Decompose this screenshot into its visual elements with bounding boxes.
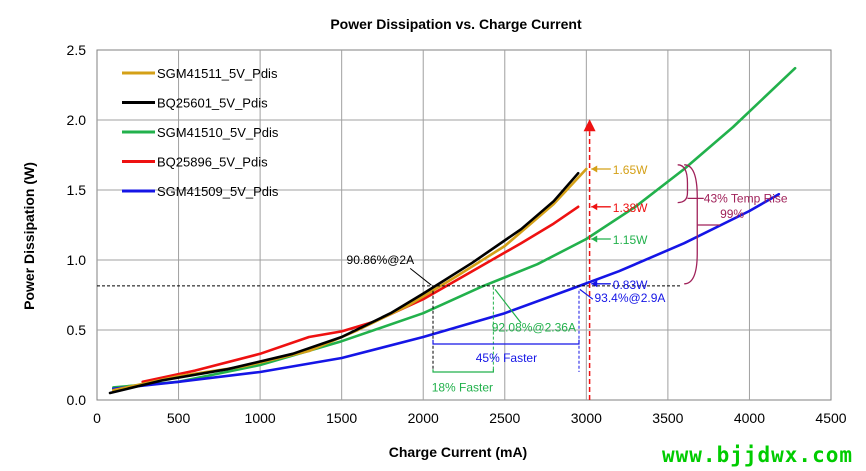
x-tick-label: 0 [93,410,101,426]
pointer-eff-2-9a [579,288,594,300]
label-138w-arrow [591,203,598,211]
x-tick-label: 2500 [489,410,520,426]
red-arrow-head [583,119,596,132]
x-tick-label: 1000 [245,410,276,426]
x-axis-label: Charge Current (mA) [389,444,527,460]
y-tick-labels: 0.0 0.5 1.0 1.5 2.0 2.5 [67,42,87,408]
y-tick-label: 2.0 [67,112,87,128]
x-tick-labels: 0 500 1000 1500 2000 2500 3000 3500 4000 4500 [93,410,847,426]
legend-label: SGM41510_5V_Pdis [157,125,279,140]
label-eff-2a: 90.86%@2A [347,253,415,267]
pointer-eff-2a [409,268,432,286]
label-115w-arrow [591,235,598,243]
pointer-eff-2-36a [494,289,522,324]
y-axis-label: Power Dissipation (W) [21,162,37,310]
series-lines [108,66,797,395]
legend-label: SGM41511_5V_Pdis [157,66,278,81]
label-45-faster: 45% Faster [476,351,537,365]
x-tick-label: 1500 [326,410,357,426]
legend-label: BQ25601_5V_Pdis [157,96,268,111]
x-tick-label: 3000 [571,410,602,426]
label-165w-arrow [591,165,598,173]
label-temp-rise: 43% Temp Rise [704,192,788,206]
watermark: www.bjjdwx.com [662,443,854,467]
y-tick-label: 0.5 [67,322,87,338]
x-tick-label: 3500 [652,410,683,426]
y-tick-label: 0.0 [67,392,87,408]
annotations: 45% Faster 18% Faster 90.86%@2A 92.08%@2.36… [97,119,788,400]
x-tick-label: 2000 [408,410,439,426]
legend-label: BQ25896_5V_Pdis [157,155,268,170]
legend: SGM41511_5V_Pdis BQ25601_5V_Pdis SGM41510_… [122,66,279,199]
label-18-faster: 18% Faster [432,381,493,395]
label-083w: 0.83W [613,278,648,292]
legend-label: SGM41509_5V_Pdis [157,184,279,199]
label-138w: 1.38W [613,201,648,215]
series-line [112,66,797,389]
x-tick-label: 500 [167,410,191,426]
label-eff-2-36a: 92.08%@2.36A [492,320,576,334]
label-99: 99% [720,207,744,221]
series-line [112,192,781,391]
label-115w: 1.15W [613,233,648,247]
bracket-18 [432,369,494,373]
y-tick-label: 1.0 [67,252,87,268]
chart-title: Power Dissipation vs. Charge Current [330,16,582,32]
y-tick-label: 1.5 [67,182,87,198]
label-eff-2-9a: 93.4%@2.9A [594,291,665,305]
bracket-temp-rise [677,164,689,204]
label-083w-arrow [591,280,598,288]
y-tick-label: 2.5 [67,42,87,58]
label-165w: 1.65W [613,163,648,177]
x-tick-label: 4000 [734,410,765,426]
bracket-45 [432,339,580,345]
x-tick-label: 4500 [815,410,846,426]
series-line [108,171,580,395]
